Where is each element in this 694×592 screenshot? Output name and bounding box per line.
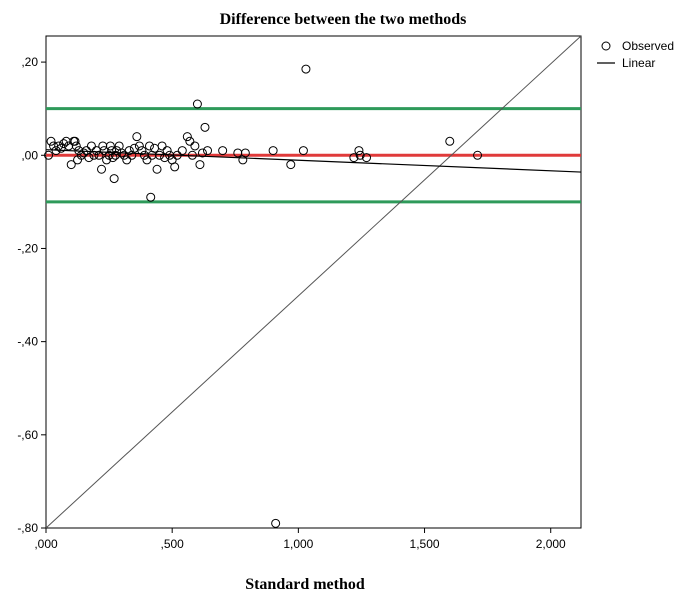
x-axis-ticks: ,000 ,500 1,000 1,500 2,000: [34, 528, 566, 551]
observed-point: [155, 150, 165, 160]
observed-point: [122, 155, 132, 165]
observed-point: [195, 160, 205, 170]
observed-point: [71, 141, 81, 151]
observed-point: [170, 162, 180, 172]
observed-point: [286, 160, 296, 170]
observed-point: [146, 192, 156, 202]
observed-point: [89, 150, 99, 160]
observed-point: [142, 155, 152, 165]
y-tick-label: -,40: [17, 335, 38, 349]
x-tick-label: 2,000: [536, 537, 566, 551]
observed-point: [361, 153, 371, 163]
observed-point: [54, 141, 64, 151]
observed-point: [298, 146, 308, 156]
observed-point: [144, 141, 154, 151]
observed-point: [102, 155, 112, 165]
reference-lines: [45, 35, 582, 529]
chart-title: Difference between the two methods: [220, 11, 467, 28]
observed-point: [182, 132, 192, 142]
observed-point: [134, 141, 144, 151]
observed-point: [203, 146, 213, 156]
x-tick-label: 1,500: [410, 537, 440, 551]
x-tick-label: ,000: [34, 537, 58, 551]
observed-point: [473, 150, 483, 160]
observed-point: [268, 146, 278, 156]
observed-point: [185, 136, 195, 146]
observed-points: [44, 64, 483, 528]
identity-diagonal-line: [45, 35, 582, 529]
y-axis-ticks: ,20 ,00 -,20 -,40 -,60 -,80: [17, 55, 46, 535]
observed-point: [97, 164, 107, 174]
observed-point: [271, 518, 281, 528]
observed-point: [79, 148, 89, 158]
x-tick-label: ,500: [160, 537, 184, 551]
observed-point: [162, 146, 172, 156]
observed-point: [70, 136, 80, 146]
observed-point: [218, 146, 228, 156]
observed-point: [86, 141, 96, 151]
observed-point: [190, 141, 200, 151]
observed-point: [109, 174, 119, 184]
observed-point: [46, 136, 56, 146]
observed-point: [187, 150, 197, 160]
observed-point: [445, 136, 455, 146]
observed-point: [51, 146, 61, 156]
observed-point: [84, 153, 94, 163]
observed-point: [349, 153, 359, 163]
observed-point: [110, 150, 120, 160]
observed-point: [108, 153, 118, 163]
legend-observed-label: Observed: [622, 39, 674, 53]
observed-point: [177, 146, 187, 156]
y-tick-label: -,80: [17, 521, 38, 535]
observed-point: [137, 146, 147, 156]
observed-point: [240, 148, 250, 158]
observed-point: [66, 160, 76, 170]
observed-point: [197, 148, 207, 158]
observed-point: [105, 141, 115, 151]
y-tick-label: -,20: [17, 241, 38, 255]
observed-point: [124, 146, 134, 156]
observed-point: [200, 122, 210, 132]
legend-observed-marker: [601, 41, 611, 51]
y-tick-label: ,20: [21, 55, 38, 69]
observed-point: [152, 164, 162, 174]
legend: Observed Linear: [597, 39, 674, 70]
legend-linear-label: Linear: [622, 56, 655, 70]
observed-point: [112, 146, 122, 156]
y-tick-label: -,60: [17, 428, 38, 442]
y-tick-label: ,00: [21, 148, 38, 162]
observed-point: [94, 150, 104, 160]
observed-point: [354, 146, 364, 156]
observed-point: [355, 150, 365, 160]
observed-point: [192, 99, 202, 109]
observed-point: [59, 139, 69, 149]
x-tick-label: 1,000: [283, 537, 313, 551]
observed-point: [172, 150, 182, 160]
observed-point: [157, 141, 167, 151]
x-axis-title: Standard method: [245, 576, 365, 592]
observed-point: [132, 132, 142, 142]
observed-point: [301, 64, 311, 74]
